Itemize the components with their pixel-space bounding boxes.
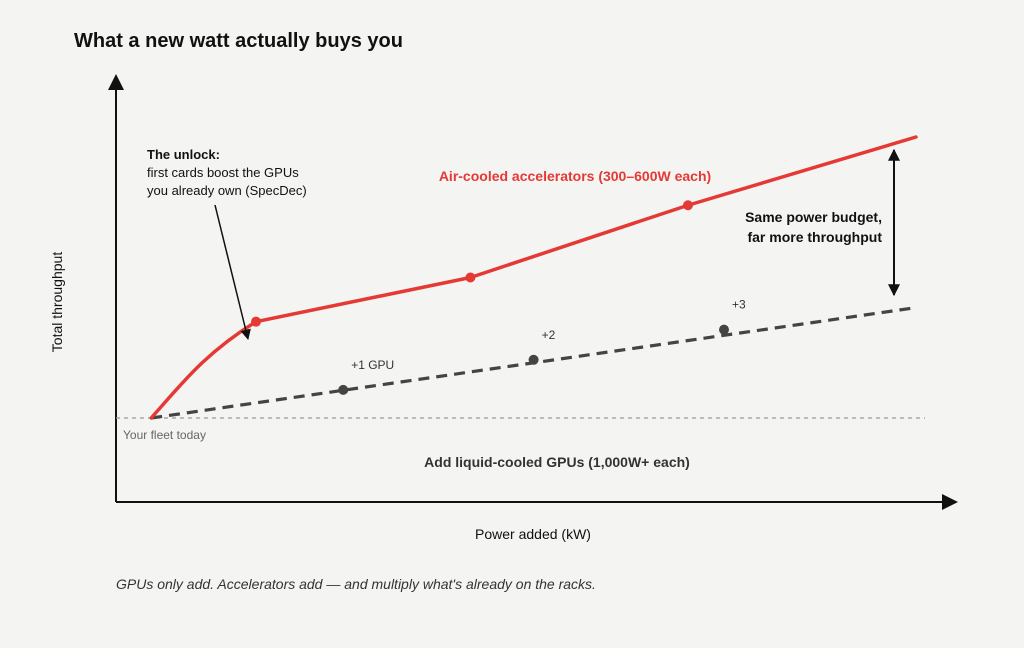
unlock-annotation-line-2: you already own (SpecDec) xyxy=(147,183,307,198)
gpu-point-3 xyxy=(719,324,729,335)
gpu-point-label-2: +2 xyxy=(542,328,556,342)
chart-caption: GPUs only add. Accelerators add — and mu… xyxy=(116,576,596,592)
x-axis-label: Power added (kW) xyxy=(475,526,591,542)
unlock-annotation-line-1: first cards boost the GPUs xyxy=(147,165,299,180)
gap-annotation-line-2: far more throughput xyxy=(747,229,882,245)
gap-annotation-line-1: Same power budget, xyxy=(745,209,882,225)
gpu-point-label-3: +3 xyxy=(732,298,746,312)
unlock-annotation-title: The unlock: xyxy=(147,147,220,162)
unlock-annotation-arrow xyxy=(214,204,251,341)
gpu-point-label-1: +1 GPU xyxy=(351,358,394,372)
gpu-series-label: Add liquid-cooled GPUs (1,000W+ each) xyxy=(424,454,690,470)
baseline-label: Your fleet today xyxy=(123,428,206,442)
y-axis-label: Total throughput xyxy=(49,252,65,353)
accelerator-point-1 xyxy=(251,316,261,327)
accelerator-point-3 xyxy=(683,200,693,211)
chart-title: What a new watt actually buys you xyxy=(74,30,403,52)
gpu-point-2 xyxy=(528,354,539,365)
accelerator-point-2 xyxy=(465,272,476,283)
gpu-point-1 xyxy=(338,384,349,395)
accelerator-series-label: Air-cooled accelerators (300–600W each) xyxy=(439,168,711,184)
